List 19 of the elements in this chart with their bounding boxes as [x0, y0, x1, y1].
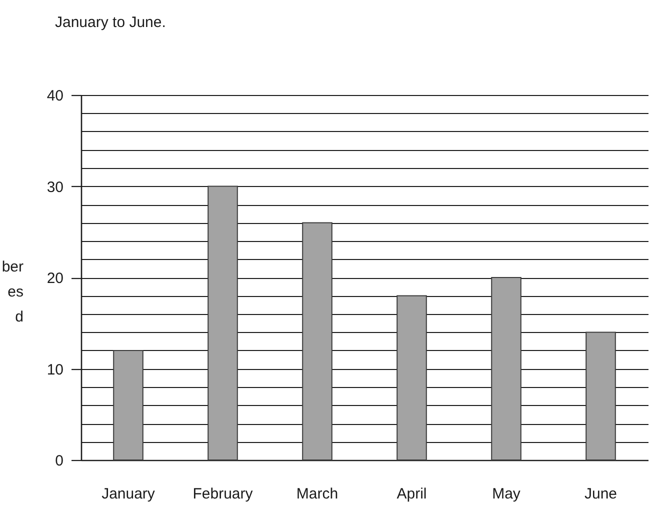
bar	[302, 222, 332, 460]
x-tick-label: May	[492, 486, 521, 502]
bar	[491, 277, 522, 460]
chart-title: January to June.	[55, 14, 166, 31]
y-tick-label: 20	[46, 270, 64, 287]
bar	[586, 332, 616, 460]
bar	[396, 295, 427, 460]
bar	[208, 186, 238, 460]
y-tick-label: 30	[46, 178, 64, 196]
y-axis-title: ber es d	[2, 258, 24, 326]
x-tick-label: March	[296, 486, 338, 502]
y-tick-label: 10	[46, 361, 64, 378]
y-tick-label: 0	[55, 452, 64, 470]
x-tick-label: January	[102, 486, 156, 502]
x-tick-label: February	[192, 486, 254, 502]
y-tick-label: 40	[46, 88, 64, 104]
x-tick-label: June	[584, 486, 618, 502]
bar	[113, 350, 144, 460]
x-tick-label: April	[396, 486, 427, 502]
